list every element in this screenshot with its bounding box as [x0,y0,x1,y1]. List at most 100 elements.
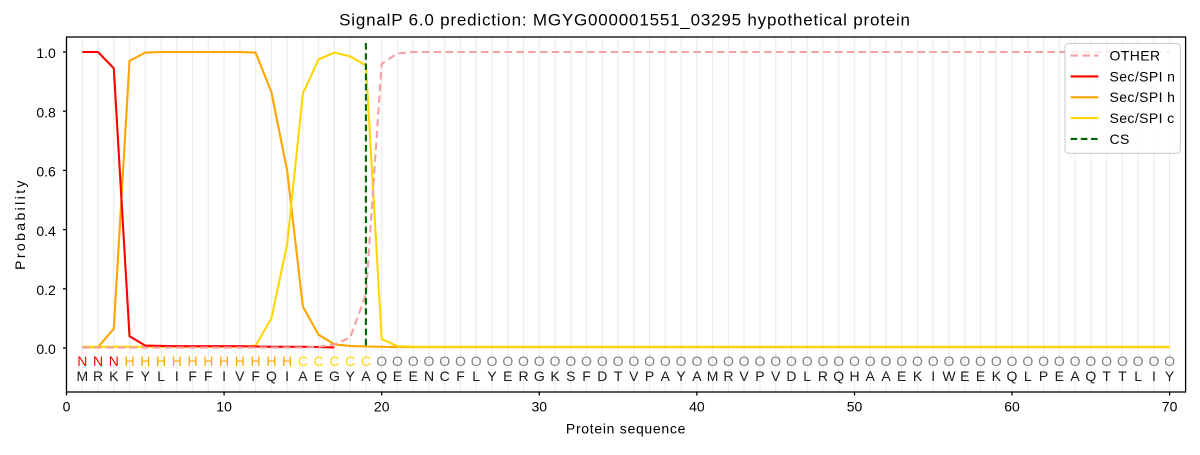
svg-text:I: I [175,368,179,384]
svg-text:V: V [235,368,245,384]
svg-text:O: O [817,353,828,369]
svg-text:O: O [1164,353,1175,369]
svg-text:O: O [455,353,466,369]
svg-text:R: R [818,368,828,384]
svg-text:O: O [739,353,750,369]
svg-text:Sec/SPI c: Sec/SPI c [1110,110,1175,126]
svg-text:P: P [755,368,764,384]
svg-text:S: S [566,368,575,384]
svg-text:CS: CS [1110,131,1130,147]
svg-text:N: N [424,368,434,384]
svg-text:0.8: 0.8 [36,104,56,120]
svg-text:20: 20 [374,398,390,414]
svg-text:E: E [409,368,418,384]
svg-text:M: M [76,368,88,384]
svg-text:Q: Q [1085,368,1096,384]
svg-text:0.4: 0.4 [36,223,56,239]
svg-text:Y: Y [487,368,497,384]
svg-text:L: L [472,368,480,384]
svg-text:A: A [661,368,671,384]
svg-text:L: L [157,368,165,384]
svg-text:N: N [77,353,87,369]
svg-text:O: O [439,353,450,369]
svg-text:A: A [692,368,702,384]
svg-text:C: C [329,353,339,369]
svg-text:H: H [251,353,261,369]
svg-text:O: O [1101,353,1112,369]
svg-text:O: O [1117,353,1128,369]
svg-text:O: O [518,353,529,369]
svg-text:O: O [707,353,718,369]
svg-text:C: C [440,368,450,384]
svg-text:O: O [723,353,734,369]
svg-text:I: I [1152,368,1156,384]
svg-text:A: A [881,368,891,384]
svg-text:I: I [222,368,226,384]
svg-text:0.6: 0.6 [36,164,56,180]
svg-text:Y: Y [1165,368,1175,384]
svg-text:40: 40 [689,398,705,414]
svg-text:O: O [1054,353,1065,369]
svg-text:Q: Q [1007,368,1018,384]
svg-text:O: O [534,353,545,369]
svg-text:Y: Y [346,368,356,384]
svg-text:O: O [471,353,482,369]
svg-text:A: A [298,368,308,384]
svg-text:H: H [203,353,213,369]
svg-text:L: L [1134,368,1142,384]
svg-text:0.2: 0.2 [36,282,56,298]
svg-text:T: T [614,368,623,384]
svg-text:O: O [676,353,687,369]
svg-text:E: E [1055,368,1064,384]
svg-text:O: O [628,353,639,369]
svg-text:Sec/SPI n: Sec/SPI n [1110,68,1176,84]
svg-text:O: O [912,353,923,369]
svg-text:C: C [361,353,371,369]
svg-text:O: O [881,353,892,369]
svg-text:O: O [1038,353,1049,369]
svg-text:O: O [550,353,561,369]
svg-text:H: H [172,353,182,369]
svg-text:O: O [770,353,781,369]
svg-text:G: G [329,368,340,384]
svg-text:R: R [723,368,733,384]
svg-text:N: N [93,353,103,369]
svg-text:K: K [550,368,560,384]
svg-text:O: O [644,353,655,369]
svg-text:O: O [424,353,435,369]
svg-text:H: H [124,353,134,369]
svg-text:60: 60 [1004,398,1020,414]
svg-text:V: V [629,368,639,384]
svg-text:O: O [565,353,576,369]
svg-text:A: A [866,368,876,384]
svg-text:Y: Y [141,368,151,384]
svg-text:H: H [849,368,859,384]
svg-text:G: G [534,368,545,384]
svg-text:Probability: Probability [12,178,28,270]
svg-text:A: A [361,368,371,384]
svg-text:Q: Q [266,368,277,384]
svg-text:Q: Q [376,368,387,384]
svg-text:T: T [1102,368,1111,384]
svg-text:W: W [942,368,956,384]
svg-text:50: 50 [847,398,863,414]
svg-text:R: R [93,368,103,384]
svg-text:Y: Y [676,368,686,384]
svg-text:N: N [109,353,119,369]
svg-text:F: F [456,368,465,384]
svg-text:O: O [613,353,624,369]
svg-text:O: O [502,353,513,369]
svg-text:H: H [140,353,150,369]
svg-text:K: K [992,368,1002,384]
svg-text:O: O [1148,353,1159,369]
svg-text:O: O [1022,353,1033,369]
svg-text:C: C [298,353,308,369]
svg-text:O: O [865,353,876,369]
svg-text:M: M [707,368,719,384]
svg-text:F: F [204,368,213,384]
svg-text:F: F [582,368,591,384]
svg-text:F: F [125,368,134,384]
svg-text:E: E [960,368,969,384]
svg-text:O: O [833,353,844,369]
svg-text:SignalP 6.0 prediction: MGYG00: SignalP 6.0 prediction: MGYG000001551_03… [339,11,911,30]
